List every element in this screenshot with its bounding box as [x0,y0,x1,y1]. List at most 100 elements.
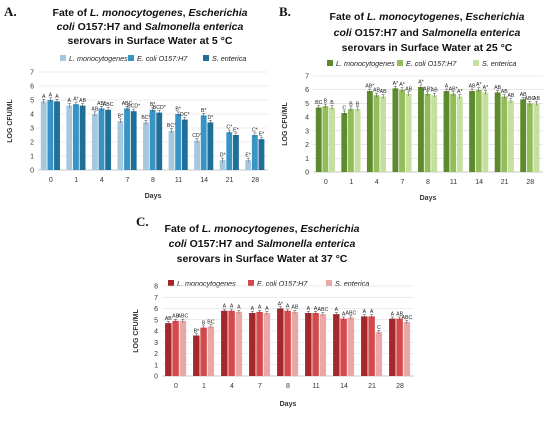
bar-letter-label: A* [483,85,488,91]
legend-label: E. coli O157:H7 [257,279,308,288]
title-segment: Escherichia [189,7,248,19]
bar-letter-label: BC [207,319,214,325]
chart-title-line: coli O157:H7 and Salmonella enterica [57,21,244,33]
bar-letter-label: C [377,325,381,331]
bar-letter-label: A* [457,89,462,95]
bar [66,105,73,170]
bar [405,93,412,172]
y-tick-label: 5 [305,101,309,108]
bar [389,318,396,376]
bar [263,313,271,376]
legend-swatch [473,60,479,66]
bar-letter-label: D* [220,153,226,159]
legend-swatch [327,60,333,66]
y-tick-label: 1 [154,362,158,369]
title-segment: O157:H7 and [352,27,422,39]
bar-letter-label: AB [373,88,380,94]
bar [207,326,215,376]
bar [392,88,399,172]
bar [245,160,252,170]
bar [284,310,291,376]
bar-letter-label: AB [494,85,501,91]
chart-title-line: coli O157:H7 and Salmonella enterica [169,238,356,250]
x-tick-label: 8 [151,177,155,184]
bar [450,93,457,172]
bar [373,95,380,172]
x-tick-label: 0 [324,179,328,186]
legend-swatch [248,280,254,286]
y-tick-label: 4 [30,112,34,119]
y-tick-label: 6 [30,84,34,91]
x-tick-label: 1 [74,177,78,184]
bar-letter-label: AB [501,89,508,95]
bar [312,313,319,376]
chart-title-line: serovars in Surface Water at 37 °C [177,253,348,265]
x-axis-label: Days [420,195,437,202]
legend-swatch [203,55,209,61]
x-tick-label: 4 [375,179,379,186]
y-tick-label: 1 [305,156,309,163]
panel-label-a: A. [4,4,17,19]
title-segment: , [295,223,301,235]
bar-letter-label: C* [252,127,258,133]
bar [347,317,355,376]
bar [475,89,482,172]
bar [494,92,501,172]
bar-letter-label: AB [380,89,387,95]
bar [207,122,214,170]
chart-title-line: coli O157:H7 and Salmonella enterica [334,27,521,39]
bar-letter-label: ABC [103,102,114,108]
title-segment: Escherichia [466,11,525,23]
bar [40,101,47,170]
bar [117,121,124,170]
x-tick-label: 11 [312,383,319,390]
bar-letter-label: A* [476,82,481,88]
bar-letter-label: B* [150,102,155,108]
bar [258,139,265,170]
bar-letter-label: AB [533,96,540,102]
bar [249,313,256,376]
legend-label: E. coli O157:H7 [137,54,188,63]
bar-letter-label: BCD* [127,104,140,110]
legend-swatch [326,280,332,286]
bar [73,104,79,170]
bar-letter-label: B* [194,328,199,334]
y-tick-label: 8 [154,284,158,291]
panel-label-b: B. [279,4,291,19]
y-tick-label: 3 [30,126,34,133]
bar-letter-label: B [202,320,206,326]
x-tick-label: 11 [175,177,182,184]
title-segment: coli [169,238,188,250]
bar-letter-label: ABC [346,310,357,316]
bar-letter-label: A [445,84,449,90]
y-tick-label: 2 [154,351,158,358]
y-tick-label: 5 [30,98,34,105]
bar-letter-label: C* [226,125,232,131]
y-tick-label: 7 [30,70,34,77]
bar-letter-label: ABC [178,314,189,320]
x-axis-label: Days [145,193,162,200]
legend-swatch [128,55,134,61]
legend-label: L. monocytogenes [69,54,128,63]
x-tick-label: 0 [174,383,178,390]
y-tick-label: 7 [305,74,309,81]
x-tick-label: 8 [426,179,430,186]
bar [235,311,243,376]
legend-label: L. monocytogenes [177,279,236,288]
bar-letter-label: CD* [192,133,202,139]
bar-letter-label: BC [315,100,322,106]
x-tick-label: 8 [286,383,290,390]
x-tick-label: 21 [368,383,376,390]
bar [149,109,156,170]
x-tick-label: 0 [49,177,53,184]
bar-letter-label: A [363,309,367,315]
x-tick-label: 14 [340,383,348,390]
bar-letter-label: A [314,306,318,312]
title-segment: , [460,11,466,23]
bar [315,107,322,172]
bar-letter-label: E* [233,127,238,133]
bar-letter-label: A* [393,81,398,87]
bar-letter-label: AB [469,84,476,90]
x-tick-label: 28 [526,179,534,186]
y-axis-label: LOG CFU/ML [282,102,289,146]
